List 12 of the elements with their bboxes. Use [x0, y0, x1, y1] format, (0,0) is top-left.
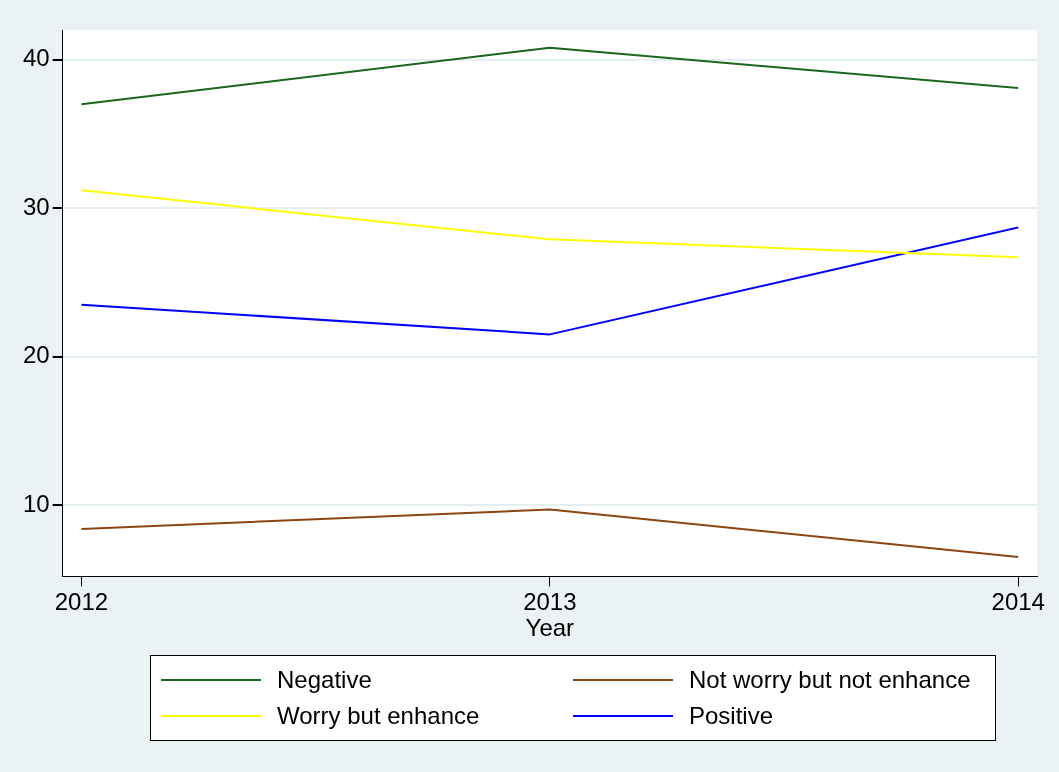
- legend-label: Worry but enhance: [277, 702, 480, 730]
- y-tick-label: 10: [22, 489, 50, 517]
- x-tick-label: 2014: [991, 588, 1045, 616]
- legend-label: Negative: [277, 666, 372, 694]
- legend-label: Not worry but not enhance: [689, 666, 971, 694]
- y-tick-label: 40: [22, 44, 50, 72]
- x-tick-label: 2013: [523, 588, 577, 616]
- legend-label: Positive: [689, 702, 774, 730]
- y-tick-label: 30: [22, 192, 50, 220]
- x-axis-title: Year: [525, 614, 575, 642]
- x-tick-label: 2012: [54, 588, 109, 616]
- y-tick-label: 20: [22, 341, 50, 369]
